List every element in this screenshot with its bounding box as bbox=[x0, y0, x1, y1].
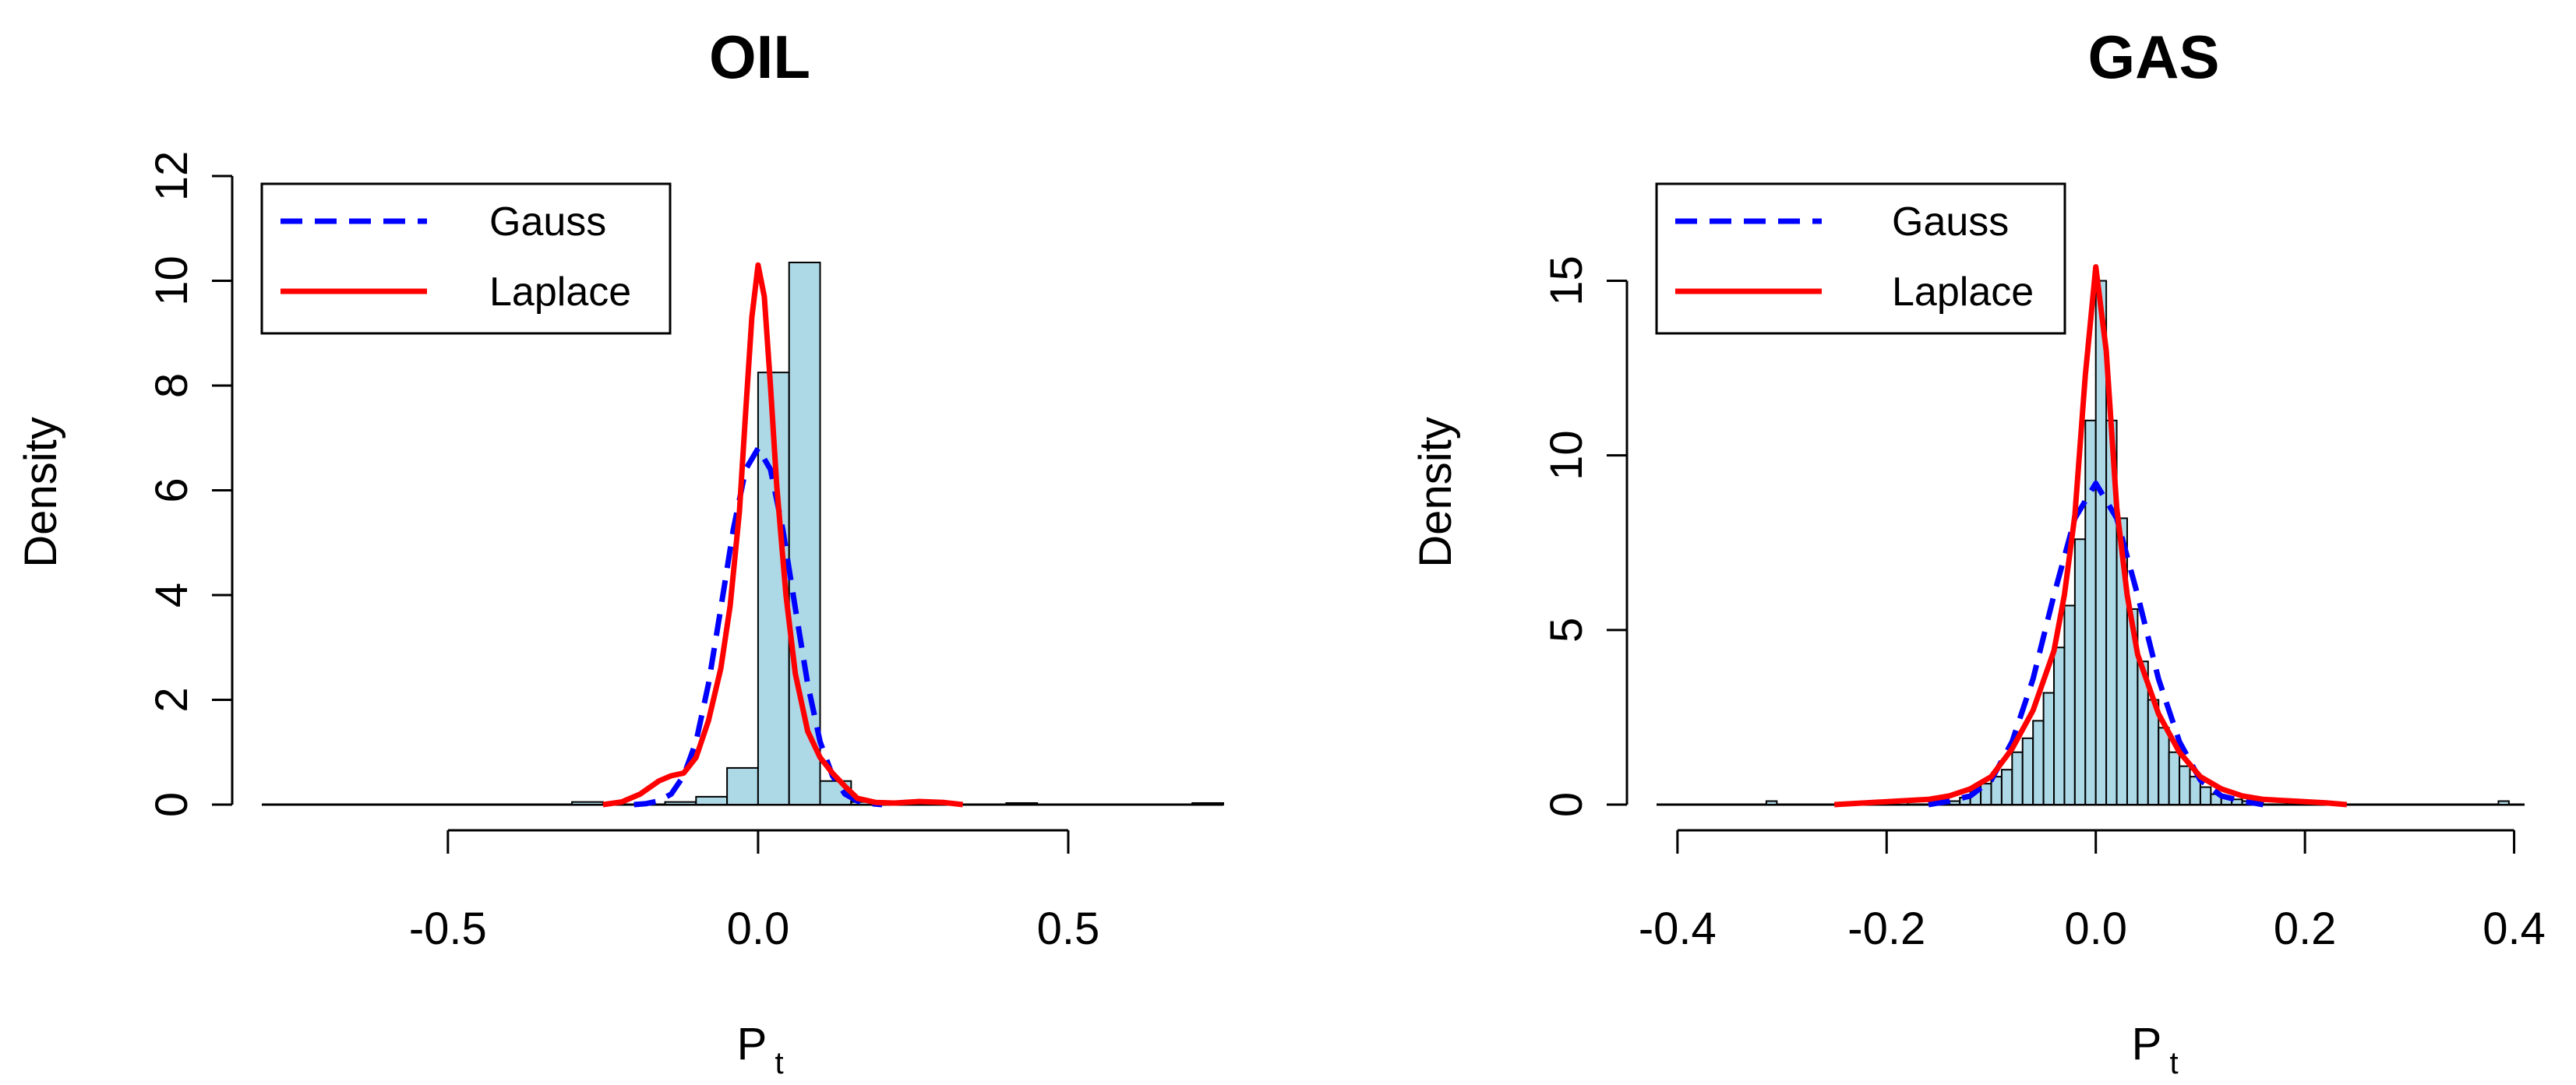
gas-legend-laplace-label: Laplace bbox=[1892, 269, 2034, 315]
oil-hist-bar bbox=[1005, 801, 1039, 806]
gas-hist-bar bbox=[2032, 720, 2045, 806]
oil-legend-box bbox=[260, 182, 672, 335]
gas-xlabel-sub: t bbox=[2169, 1046, 2178, 1080]
oil-hist-bar bbox=[664, 801, 697, 805]
gas-xlabel-main: P bbox=[2132, 1019, 2162, 1069]
gas-y-tick-label: 15 bbox=[1541, 255, 1592, 306]
oil-legend-gauss-label: Gauss bbox=[489, 199, 606, 245]
gas-histogram bbox=[1657, 280, 2525, 806]
gas-legend-box bbox=[1655, 182, 2066, 335]
gas-hist-bar bbox=[2011, 751, 2024, 805]
gas-density-lines bbox=[1834, 264, 2348, 808]
gas-x-axis: -0.4 -0.2 0.0 0.2 0.4 bbox=[1639, 829, 2546, 954]
gas-hist-bar bbox=[2000, 769, 2013, 806]
gas-title: GAS bbox=[2087, 23, 2219, 91]
oil-y-tick-label: 2 bbox=[146, 687, 197, 712]
gas-hist-bar bbox=[2053, 646, 2066, 805]
gas-hist-bar bbox=[2063, 604, 2076, 806]
oil-x-tick-label: 0.0 bbox=[727, 904, 790, 954]
oil-hist-bar bbox=[1191, 801, 1225, 806]
oil-density-lines bbox=[602, 262, 963, 808]
gas-x-tick-label: -0.4 bbox=[1639, 904, 1717, 954]
gas-legend: Gauss Laplace bbox=[1655, 182, 2066, 335]
oil-hist-bar bbox=[571, 801, 604, 805]
oil-histogram bbox=[262, 261, 1225, 806]
oil-y-tick-label: 6 bbox=[146, 477, 197, 502]
oil-y-tick-label: 4 bbox=[146, 583, 197, 608]
oil-gauss-line bbox=[633, 446, 883, 808]
oil-hist-bar bbox=[726, 766, 759, 805]
gas-x-tick-label: 0.2 bbox=[2274, 904, 2337, 954]
gas-legend-gauss-label: Gauss bbox=[1892, 199, 2009, 245]
gas-ylabel: Density bbox=[1410, 417, 1461, 567]
gas-y-tick-label: 0 bbox=[1541, 792, 1592, 817]
gas-gauss-line bbox=[1928, 481, 2264, 808]
gas-y-axis: 0 5 10 15 bbox=[1541, 255, 1629, 817]
gas-hist-bar bbox=[2199, 786, 2212, 805]
gas-x-tick-label: -0.2 bbox=[1847, 904, 1925, 954]
gas-hist-bar bbox=[1980, 783, 1992, 805]
gas-hist-bar bbox=[2168, 751, 2181, 805]
oil-y-tick-label: 12 bbox=[146, 151, 197, 202]
oil-xlabel: P t bbox=[737, 1019, 784, 1080]
gas-x-tick-label: 0.0 bbox=[2064, 904, 2127, 954]
gas-xlabel: P t bbox=[2132, 1019, 2179, 1080]
oil-legend-laplace-label: Laplace bbox=[489, 269, 631, 315]
gas-hist-bar bbox=[1948, 800, 1961, 806]
oil-y-tick-label: 8 bbox=[146, 373, 197, 398]
oil-y-tick-label: 0 bbox=[146, 792, 197, 817]
gas-panel: GAS 0 5 10 15 -0.4 -0.2 0.0 0.2 0.4 Density P t… bbox=[1410, 23, 2546, 1080]
oil-xlabel-sub: t bbox=[775, 1046, 783, 1080]
oil-x-tick-label: 0.5 bbox=[1037, 904, 1100, 954]
oil-title: OIL bbox=[709, 23, 810, 91]
oil-laplace-line bbox=[602, 262, 963, 808]
gas-y-tick-label: 10 bbox=[1541, 430, 1592, 481]
gas-hist-bar bbox=[2042, 692, 2056, 805]
gas-hist-bar bbox=[2158, 727, 2170, 805]
oil-y-tick-label: 10 bbox=[146, 255, 197, 306]
gas-x-tick-label: 0.4 bbox=[2482, 904, 2546, 954]
oil-y-axis: 0 2 4 6 8 10 12 bbox=[146, 151, 234, 817]
gas-hist-bar bbox=[2497, 800, 2510, 806]
gas-y-tick-label: 5 bbox=[1541, 618, 1592, 643]
oil-xlabel-main: P bbox=[737, 1019, 768, 1069]
oil-panel: OIL 0 2 4 6 8 10 12 -0.5 0.0 0.5 Density P t Gau… bbox=[16, 23, 1225, 1080]
gas-hist-bar bbox=[2073, 538, 2087, 805]
oil-legend: Gauss Laplace bbox=[260, 182, 672, 335]
oil-x-axis: -0.5 0.0 0.5 bbox=[409, 829, 1100, 954]
gas-hist-bar bbox=[1765, 800, 1778, 806]
oil-hist-bar bbox=[695, 795, 729, 805]
gas-hist-bar bbox=[2021, 737, 2034, 805]
gas-laplace-line bbox=[1834, 264, 2348, 808]
oil-x-tick-label: -0.5 bbox=[409, 904, 487, 954]
oil-ylabel: Density bbox=[16, 417, 66, 567]
gas-hist-bar bbox=[2084, 419, 2097, 805]
gas-hist-bar bbox=[2179, 765, 2191, 806]
